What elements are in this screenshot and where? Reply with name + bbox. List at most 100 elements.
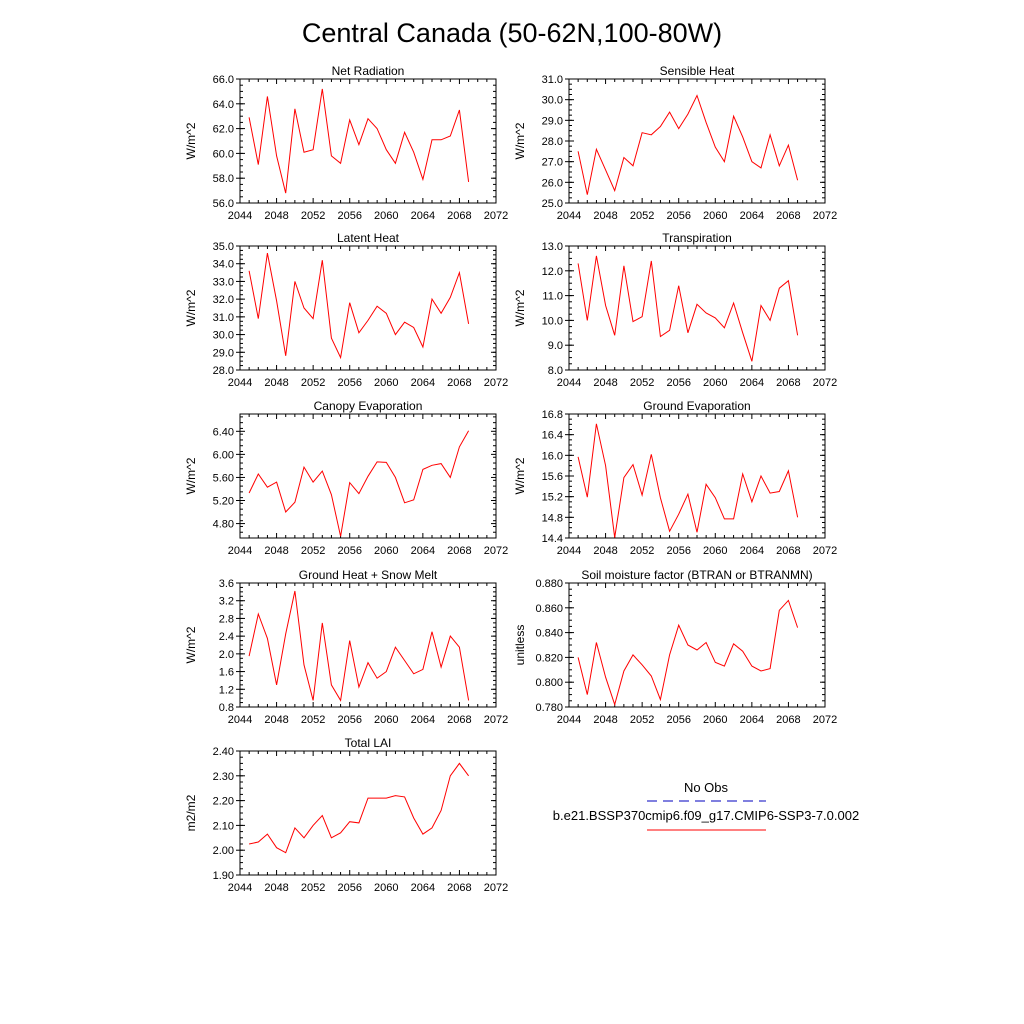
series-line-1 xyxy=(248,430,470,537)
y-tick-label: 2.8 xyxy=(219,613,234,625)
y-tick-label: 29.0 xyxy=(542,115,563,127)
y-tick-label: 29.0 xyxy=(213,347,234,359)
y-tick-label: 2.0 xyxy=(219,649,234,661)
y-tick-label: 12.0 xyxy=(542,266,563,278)
x-tick-label: 2056 xyxy=(666,377,690,389)
y-axis-label: W/m^2 xyxy=(184,457,198,494)
x-tick-label: 2056 xyxy=(337,882,361,894)
x-tick-label: 2064 xyxy=(411,714,435,726)
x-tick-label: 2064 xyxy=(740,210,764,222)
y-tick-label: 0.820 xyxy=(535,652,563,664)
y-tick-label: 3.6 xyxy=(219,578,234,590)
x-tick-label: 2072 xyxy=(813,210,837,222)
y-tick-label: 26.0 xyxy=(542,177,563,189)
y-tick-label: 28.0 xyxy=(213,365,234,377)
plot-frame xyxy=(568,78,826,204)
x-tick-label: 2060 xyxy=(703,545,727,557)
y-tick-label: 58.0 xyxy=(213,173,234,185)
x-tick-label: 2060 xyxy=(374,377,398,389)
y-tick-label: 32.0 xyxy=(213,294,234,306)
x-tick-label: 2048 xyxy=(593,210,617,222)
x-tick-label: 2048 xyxy=(264,377,288,389)
panel-5: Canopy Evaporation W/m^2 2044 2048 2052 2056 2… xyxy=(184,399,508,557)
x-tick-label: 2044 xyxy=(228,882,252,894)
plot-frame xyxy=(239,750,497,876)
plot-frame xyxy=(239,78,497,204)
x-tick-label: 2048 xyxy=(593,714,617,726)
y-tick-label: 31.0 xyxy=(213,312,234,324)
x-tick-label: 2068 xyxy=(776,210,800,222)
x-tick-label: 2068 xyxy=(776,714,800,726)
x-tick-label: 2056 xyxy=(666,210,690,222)
panel-title: Net Radiation xyxy=(332,64,405,78)
panel-7: Ground Heat + Snow Melt W/m^2 2044 2048 2052… xyxy=(184,568,508,726)
y-tick-label: 0.800 xyxy=(535,677,563,689)
y-tick-label: 0.880 xyxy=(535,578,563,590)
y-tick-label: 2.40 xyxy=(213,746,234,758)
y-tick-label: 5.60 xyxy=(213,472,234,484)
y-tick-label: 28.0 xyxy=(542,136,563,148)
x-tick-label: 2056 xyxy=(337,210,361,222)
x-tick-label: 2044 xyxy=(228,714,252,726)
x-tick-label: 2068 xyxy=(447,377,471,389)
y-axis-label: W/m^2 xyxy=(184,122,198,159)
x-tick-label: 2072 xyxy=(484,377,508,389)
y-tick-label: 14.4 xyxy=(542,533,563,545)
x-tick-label: 2048 xyxy=(264,545,288,557)
y-tick-label: 30.0 xyxy=(542,95,563,107)
x-tick-label: 2072 xyxy=(813,377,837,389)
y-tick-label: 16.8 xyxy=(542,409,563,421)
y-tick-label: 2.4 xyxy=(219,631,234,643)
x-tick-label: 2048 xyxy=(264,714,288,726)
y-tick-label: 31.0 xyxy=(542,74,563,86)
x-tick-label: 2044 xyxy=(557,545,581,557)
y-tick-label: 30.0 xyxy=(213,330,234,342)
y-tick-label: 2.30 xyxy=(213,771,234,783)
x-tick-label: 2052 xyxy=(301,210,325,222)
x-tick-label: 2044 xyxy=(228,210,252,222)
x-tick-label: 2072 xyxy=(484,882,508,894)
y-tick-label: 35.0 xyxy=(213,241,234,253)
legend-obs-label: No Obs xyxy=(684,780,729,795)
y-axis-label: W/m^2 xyxy=(184,626,198,663)
series-line-1 xyxy=(248,253,470,360)
y-tick-label: 62.0 xyxy=(213,124,234,136)
y-tick-label: 64.0 xyxy=(213,99,234,111)
y-tick-label: 25.0 xyxy=(542,198,563,210)
series-line-1 xyxy=(577,255,799,362)
x-tick-label: 2064 xyxy=(411,882,435,894)
panel-title: Transpiration xyxy=(662,231,732,245)
y-tick-label: 1.2 xyxy=(219,684,234,696)
y-tick-label: 9.0 xyxy=(548,340,563,352)
y-tick-label: 13.0 xyxy=(542,241,563,253)
x-tick-label: 2048 xyxy=(593,545,617,557)
y-tick-label: 16.4 xyxy=(542,430,563,442)
x-tick-label: 2064 xyxy=(740,545,764,557)
y-tick-label: 5.20 xyxy=(213,496,234,508)
panel-6: Ground Evaporation W/m^2 2044 2048 2052 2056 2… xyxy=(513,399,837,557)
y-tick-label: 66.0 xyxy=(213,74,234,86)
series-line-1 xyxy=(248,762,470,854)
panel-title: Ground Heat + Snow Melt xyxy=(299,568,438,582)
x-tick-label: 2060 xyxy=(374,882,398,894)
y-tick-label: 2.00 xyxy=(213,845,234,857)
x-tick-label: 2068 xyxy=(447,545,471,557)
panel-title: Total LAI xyxy=(345,736,392,750)
x-tick-label: 2056 xyxy=(337,545,361,557)
x-tick-label: 2064 xyxy=(411,545,435,557)
plot-frame xyxy=(239,245,497,371)
x-tick-label: 2072 xyxy=(813,545,837,557)
y-axis-label: W/m^2 xyxy=(513,457,527,494)
panel-title: Sensible Heat xyxy=(660,64,735,78)
y-tick-label: 2.10 xyxy=(213,820,234,832)
y-tick-label: 16.0 xyxy=(542,450,563,462)
x-tick-label: 2060 xyxy=(703,210,727,222)
y-tick-label: 0.8 xyxy=(219,702,234,714)
y-tick-label: 1.6 xyxy=(219,667,234,679)
x-tick-label: 2068 xyxy=(776,377,800,389)
panel-title: Soil moisture factor (BTRAN or BTRANMN) xyxy=(581,568,812,582)
x-tick-label: 2068 xyxy=(447,882,471,894)
panel-3: Latent Heat W/m^2 2044 2048 2052 2056 2060 2064… xyxy=(184,231,508,389)
x-tick-label: 2060 xyxy=(374,545,398,557)
y-tick-label: 6.00 xyxy=(213,449,234,461)
